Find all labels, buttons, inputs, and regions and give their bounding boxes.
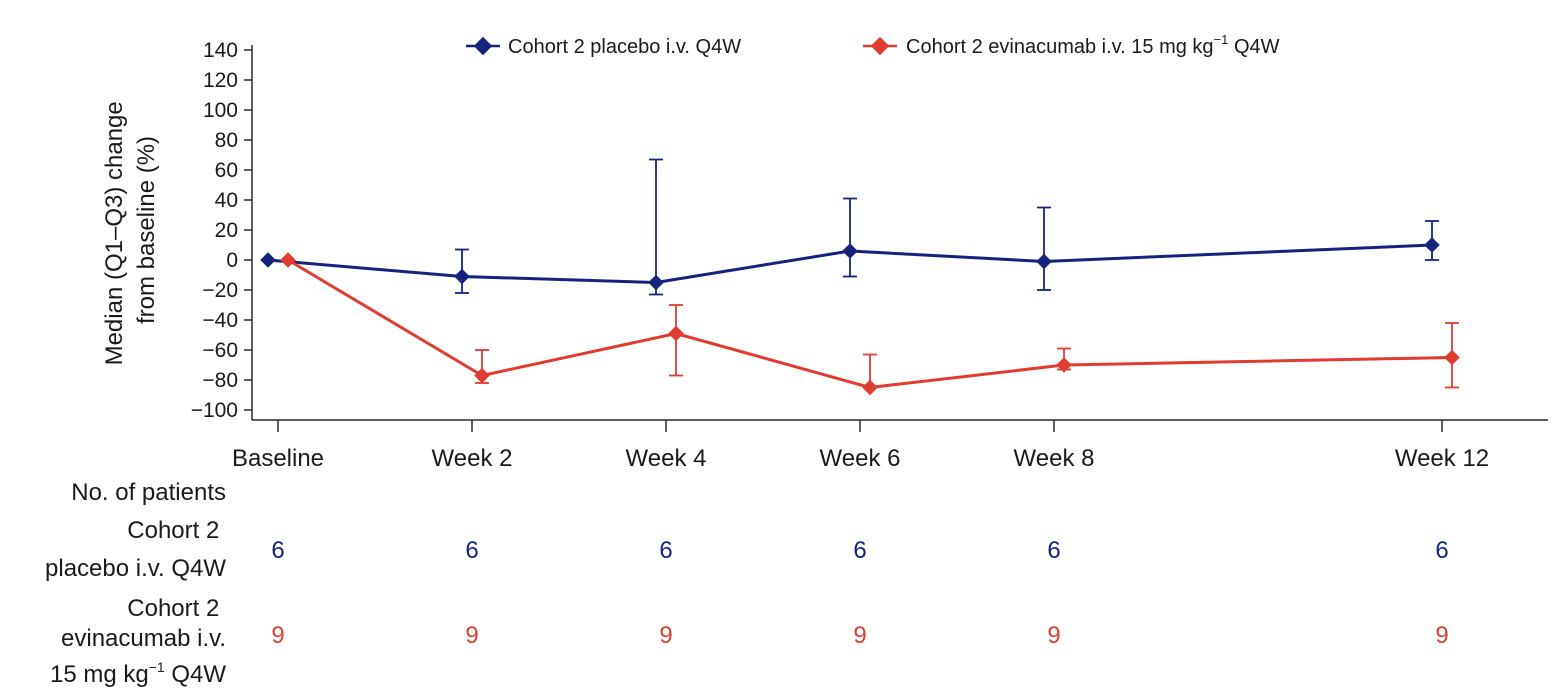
series-line-1: [287, 258, 1453, 389]
patient-count: 9: [659, 622, 672, 649]
data-point-marker: [1036, 253, 1052, 270]
row-label-evinacumab-line1: Cohort 2: [127, 595, 219, 622]
x-tick-label: Week 4: [626, 445, 707, 472]
y-axis-label: Median (Q1–Q3) change from baseline (%): [101, 95, 160, 366]
row-label-placebo: Cohort 2 placebo i.v. Q4W: [45, 517, 226, 582]
legend-label-evinacumab-prefix: Cohort 2 evinacumab i.v. 15 mg kg: [906, 36, 1214, 58]
patient-count: 9: [465, 622, 478, 649]
legend-label-evinacumab-sup: −1: [1214, 32, 1229, 47]
x-tick-label: Week 12: [1395, 445, 1489, 472]
y-tick-label: 40: [215, 189, 238, 212]
data-point-marker: [260, 252, 276, 268]
y-tick-label: −80: [202, 369, 238, 392]
legend-item-placebo[interactable]: Cohort 2 placebo i.v. Q4W: [466, 36, 741, 58]
patient-count: 6: [853, 537, 866, 564]
y-tick-label: 0: [226, 249, 238, 272]
patient-count: 6: [1435, 537, 1448, 564]
y-tick-label: 60: [215, 159, 238, 182]
y-tick-label: 20: [215, 219, 238, 242]
row-label-evinacumab-line3-prefix: 15 mg kg: [50, 661, 149, 688]
legend-label-evinacumab: Cohort 2 evinacumab i.v. 15 mg kg−1 Q4W: [906, 32, 1280, 58]
y-tick-label: −60: [202, 339, 238, 362]
series-0: [260, 158, 1440, 296]
legend-label-placebo: Cohort 2 placebo i.v. Q4W: [508, 36, 741, 58]
data-point-marker: [648, 274, 664, 291]
row-label-evinacumab-line3-suffix: Q4W: [165, 661, 227, 688]
patients-table-title: No. of patients: [71, 479, 226, 506]
patient-count: 6: [271, 537, 284, 564]
data-point-marker: [1444, 349, 1460, 366]
legend-label-evinacumab-suffix: Q4W: [1228, 36, 1279, 58]
y-tick-label: 120: [203, 69, 238, 92]
data-point-marker: [842, 243, 858, 259]
data-point-marker: [1056, 357, 1072, 373]
patient-count: 6: [465, 537, 478, 564]
y-tick-label: 100: [203, 99, 238, 122]
data-point-marker: [862, 379, 878, 396]
row-label-placebo-line1: Cohort 2: [127, 517, 219, 544]
x-ticks: Baseline Week 2 Week 4 Week 6 Week 8 Week 12: [232, 420, 1489, 472]
y-tick-label: 80: [215, 129, 238, 152]
y-tick-label: −40: [202, 309, 238, 332]
data-point-marker: [668, 325, 684, 342]
legend: Cohort 2 placebo i.v. Q4W Cohort 2 evina…: [466, 32, 1280, 58]
y-tick-label: −20: [202, 279, 238, 302]
series-line-0: [267, 243, 1433, 284]
data-point-marker: [454, 268, 470, 285]
patient-count: 9: [853, 622, 866, 649]
patient-counts: 6 6 6 6 6 6 9 9 9 9 9 9: [271, 537, 1448, 649]
row-label-evinacumab-line2: evinacumab i.v.: [61, 625, 226, 652]
row-label-evinacumab-line3: 15 mg kg−1 Q4W: [50, 659, 226, 688]
patients-table: No. of patients Cohort 2 placebo i.v. Q4…: [45, 479, 1449, 688]
patient-count: 9: [271, 622, 284, 649]
data-point-marker: [280, 252, 296, 268]
y-tick-label: −100: [191, 399, 238, 422]
legend-marker-evinacumab: [870, 36, 890, 56]
y-axis-label-line1: Median (Q1–Q3) change: [101, 101, 128, 365]
patient-count: 6: [659, 537, 672, 564]
y-axis-label-line2: from baseline (%): [133, 136, 160, 324]
legend-item-evinacumab[interactable]: Cohort 2 evinacumab i.v. 15 mg kg−1 Q4W: [863, 32, 1280, 58]
x-tick-label: Week 2: [432, 445, 513, 472]
data-point-marker: [1424, 237, 1440, 253]
series-layer: [260, 158, 1460, 396]
row-label-placebo-line2: placebo i.v. Q4W: [45, 555, 226, 582]
row-label-evinacumab: Cohort 2 evinacumab i.v.: [61, 595, 226, 652]
y-ticks: 140 120 100 80 60 40 20 0 −20 −40 −60 −80 −100: [191, 39, 252, 422]
legend-marker-placebo: [473, 36, 493, 56]
patient-count: 6: [1047, 537, 1060, 564]
patient-count: 9: [1047, 622, 1060, 649]
row-label-evinacumab-line3-sup: −1: [149, 659, 165, 675]
y-tick-label: 140: [203, 39, 238, 62]
patient-count: 9: [1435, 622, 1448, 649]
data-point-marker: [474, 367, 490, 384]
x-tick-label: Week 6: [820, 445, 901, 472]
x-tick-label: Week 8: [1014, 445, 1095, 472]
x-tick-label: Baseline: [232, 445, 324, 472]
